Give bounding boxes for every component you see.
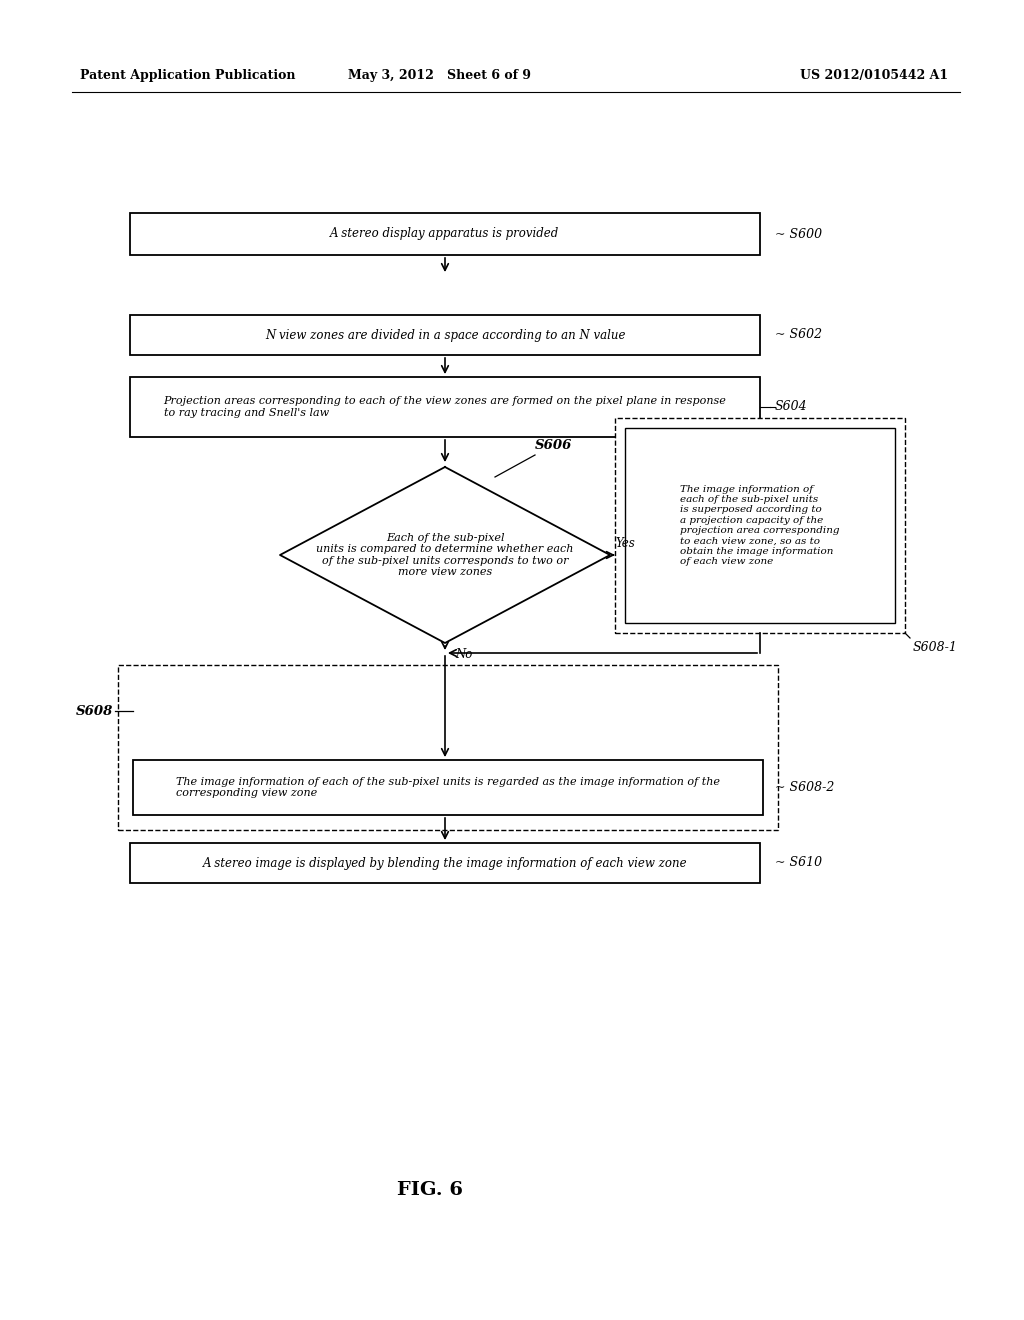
Text: Yes: Yes	[615, 537, 635, 550]
Text: ~ S608-2: ~ S608-2	[775, 781, 835, 795]
Text: ~ S602: ~ S602	[775, 329, 822, 342]
Text: N view zones are divided in a space according to an N value: N view zones are divided in a space acco…	[265, 329, 626, 342]
Text: S608-1: S608-1	[913, 642, 957, 653]
Text: S604: S604	[775, 400, 808, 413]
Bar	[118, 665, 778, 830]
Bar	[625, 428, 895, 623]
Text: No: No	[455, 648, 472, 661]
Text: A stereo image is displayed by blending the image information of each view zone: A stereo image is displayed by blending …	[203, 857, 687, 870]
Text: S606: S606	[535, 440, 572, 451]
Text: ~ S600: ~ S600	[775, 227, 822, 240]
Bar	[130, 213, 760, 255]
Bar	[133, 760, 763, 814]
Text: Projection areas corresponding to each of the view zones are formed on the pixel: Projection areas corresponding to each o…	[164, 396, 726, 418]
Text: The image information of each of the sub-pixel units is regarded as the image in: The image information of each of the sub…	[176, 776, 720, 799]
Text: US 2012/0105442 A1: US 2012/0105442 A1	[800, 69, 948, 82]
Bar	[130, 843, 760, 883]
Text: May 3, 2012   Sheet 6 of 9: May 3, 2012 Sheet 6 of 9	[348, 69, 531, 82]
Text: Patent Application Publication: Patent Application Publication	[80, 69, 296, 82]
Bar	[130, 315, 760, 355]
Text: FIG. 6: FIG. 6	[397, 1181, 463, 1199]
Text: ~ S610: ~ S610	[775, 857, 822, 870]
Text: A stereo display apparatus is provided: A stereo display apparatus is provided	[331, 227, 560, 240]
Text: Each of the sub-pixel
units is compared to determine whether each
of the sub-pix: Each of the sub-pixel units is compared …	[316, 532, 573, 577]
Bar	[130, 378, 760, 437]
Bar	[615, 418, 905, 634]
Text: The image information of
each of the sub-pixel units
is superposed according to
: The image information of each of the sub…	[680, 484, 840, 566]
Text: S608: S608	[76, 705, 113, 718]
